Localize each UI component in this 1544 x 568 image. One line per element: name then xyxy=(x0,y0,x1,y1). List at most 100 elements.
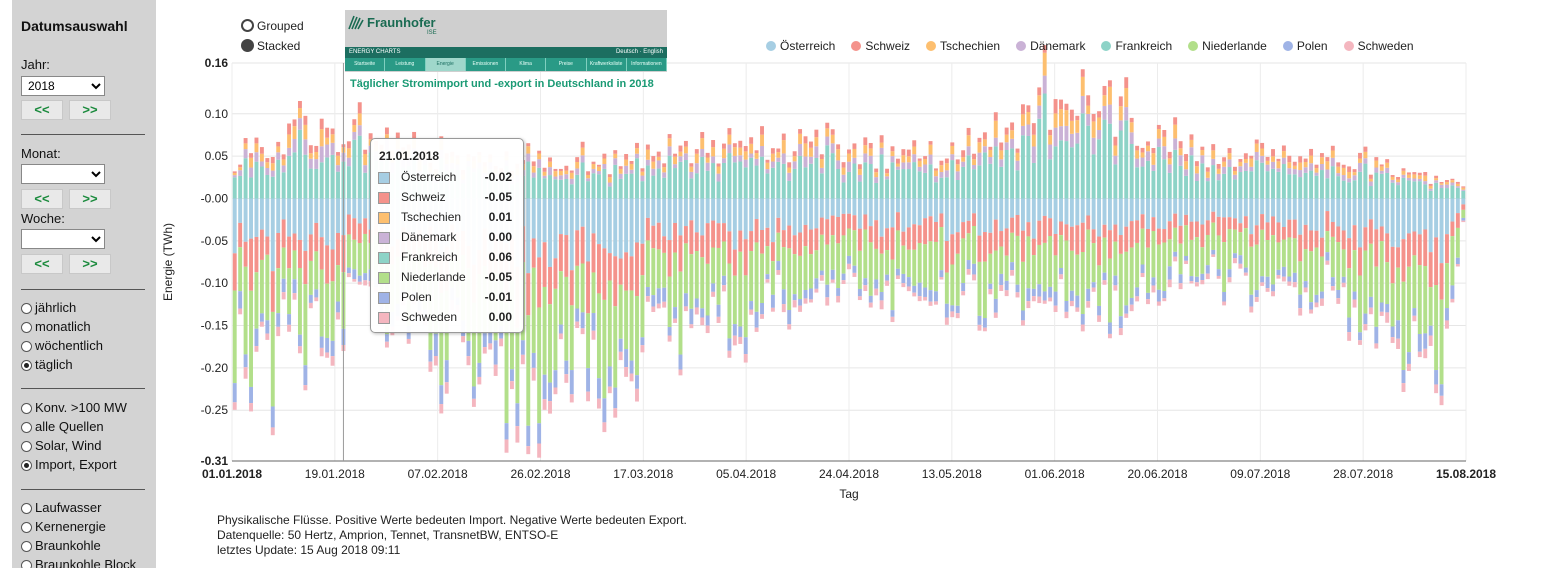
logo-nav-item[interactable]: Startseite xyxy=(345,58,386,71)
bar-segment-frankreich xyxy=(352,139,357,199)
bar-segment-niederlande xyxy=(1189,239,1194,277)
period-radio-yearly[interactable]: jährlich xyxy=(21,299,76,317)
bar-segment-polen xyxy=(384,334,389,342)
stacked-toggle[interactable]: Stacked xyxy=(241,38,300,54)
bar-segment-schweden xyxy=(749,309,754,315)
legend-item[interactable]: Tschechien xyxy=(926,39,1000,53)
bar-segment-dänemark xyxy=(287,147,292,156)
bar-segment-niederlande xyxy=(1167,239,1172,267)
bar-segment-schweden xyxy=(1205,273,1210,280)
bar-segment-dänemark xyxy=(934,176,938,183)
logo-nav-item[interactable]: Energie xyxy=(425,58,466,71)
period-radio-daily[interactable]: täglich xyxy=(21,356,73,374)
bar-segment-schweden xyxy=(596,398,601,409)
bar-segment-schweiz xyxy=(1254,225,1259,245)
legend-item[interactable]: Polen xyxy=(1282,39,1328,53)
bar-segment-frankreich xyxy=(265,174,270,199)
bar-segment-schweiz xyxy=(966,127,971,136)
bar-segment-polen xyxy=(292,279,297,294)
radio-icon xyxy=(21,541,32,552)
bar-segment-schweiz xyxy=(1216,163,1221,169)
bar-segment-polen xyxy=(1254,290,1259,298)
bar-segment-österreich xyxy=(1053,198,1058,234)
period-radio-weekly[interactable]: wöchentlich xyxy=(21,337,103,355)
bar-segment-österreich xyxy=(1450,198,1455,222)
bar-segment-österreich xyxy=(281,198,286,220)
bar-segment-niederlande xyxy=(1352,250,1357,292)
bar-segment-dänemark xyxy=(722,158,726,163)
legend-item[interactable]: Schweden xyxy=(1343,39,1414,53)
legend-item[interactable]: Österreich xyxy=(766,39,835,53)
bar-segment-polen xyxy=(1194,276,1199,283)
year-prev-button[interactable]: << xyxy=(21,100,63,120)
month-next-button[interactable]: >> xyxy=(69,189,111,209)
bar-segment-tschechien xyxy=(830,134,835,144)
logo-nav-item[interactable]: Klima xyxy=(506,58,547,71)
source-radio-import-export[interactable]: Import, Export xyxy=(21,456,117,474)
month-prev-button[interactable]: << xyxy=(21,189,63,209)
logo-nav-item[interactable]: Leistung xyxy=(385,58,426,71)
bar-segment-frankreich xyxy=(346,166,351,199)
bar-segment-schweden xyxy=(352,279,357,282)
bar-segment-frankreich xyxy=(276,159,281,199)
bar-segment-schweden xyxy=(292,293,297,300)
type-radio-nuclear[interactable]: Kernenergie xyxy=(21,518,106,536)
bar-segment-tschechien xyxy=(1303,162,1308,168)
source-radio-solar-wind[interactable]: Solar, Wind xyxy=(21,437,101,455)
logo-nav-item[interactable]: Emissionen xyxy=(466,58,506,71)
bar-segment-frankreich xyxy=(716,181,721,199)
tooltip-swatch xyxy=(378,212,390,224)
bar-segment-schweiz xyxy=(249,238,253,291)
bar-segment-österreich xyxy=(1396,198,1401,248)
logo-nav-item[interactable]: Preise xyxy=(546,58,587,71)
source-radio-conventional[interactable]: Konv. >100 MW xyxy=(21,399,127,417)
radio-label: monatlich xyxy=(35,319,91,334)
bar-segment-österreich xyxy=(564,198,569,236)
bar-segment-österreich xyxy=(651,198,656,226)
logo-band: ENERGY CHARTS Deutsch · English xyxy=(345,47,667,58)
bar-segment-schweiz xyxy=(1173,117,1178,125)
bar-segment-dänemark xyxy=(673,164,678,169)
logo-nav-item[interactable]: Informationen xyxy=(627,58,667,71)
bar-segment-frankreich xyxy=(586,181,591,199)
logo-nav-item[interactable]: Kraftwerksliste xyxy=(587,58,627,71)
year-select[interactable]: 2018 xyxy=(21,76,105,96)
logo-nav: Startseite Leistung Energie Emissionen Klima… xyxy=(345,58,667,71)
year-next-button[interactable]: >> xyxy=(69,100,111,120)
bar-segment-tschechien xyxy=(1428,185,1433,189)
bar-segment-österreich xyxy=(613,198,618,257)
type-radio-lignite-block[interactable]: Braunkohle Block xyxy=(21,556,136,568)
bar-segment-tschechien xyxy=(270,163,275,171)
week-select[interactable] xyxy=(21,229,105,249)
type-radio-run-of-river[interactable]: Laufwasser xyxy=(21,499,101,517)
bar-segment-österreich xyxy=(618,198,623,259)
bar-segment-polen xyxy=(613,387,618,409)
bar-segment-dänemark xyxy=(836,160,841,169)
bar-segment-tschechien xyxy=(629,163,634,170)
source-radio-all[interactable]: alle Quellen xyxy=(21,418,104,436)
bar-segment-schweiz xyxy=(1227,217,1232,230)
bar-segment-polen xyxy=(439,385,444,405)
month-select[interactable] xyxy=(21,164,105,184)
bar-segment-frankreich xyxy=(232,177,237,199)
grouped-toggle[interactable]: Grouped xyxy=(241,18,304,34)
bar-segment-schweden xyxy=(982,327,987,332)
bar-segment-tschechien xyxy=(972,159,976,166)
language-switch[interactable]: Deutsch · English xyxy=(615,49,663,55)
legend-item[interactable]: Frankreich xyxy=(1101,39,1172,53)
bar-segment-schweiz xyxy=(1303,224,1308,250)
legend-item[interactable]: Niederlande xyxy=(1188,39,1267,53)
bar-segment-frankreich xyxy=(1325,178,1330,199)
bar-segment-schweden xyxy=(1118,328,1123,336)
bar-segment-schweiz xyxy=(1184,214,1188,226)
week-prev-button[interactable]: << xyxy=(21,254,63,274)
legend-item[interactable]: Dänemark xyxy=(1016,39,1085,53)
period-radio-monthly[interactable]: monatlich xyxy=(21,318,91,336)
bar-segment-österreich xyxy=(819,198,824,218)
week-next-button[interactable]: >> xyxy=(69,254,111,274)
bar-segment-schweiz xyxy=(1298,234,1303,262)
type-radio-lignite[interactable]: Braunkohle xyxy=(21,537,101,555)
bar-segment-tschechien xyxy=(1347,171,1352,179)
legend-item[interactable]: Schweiz xyxy=(851,39,910,53)
